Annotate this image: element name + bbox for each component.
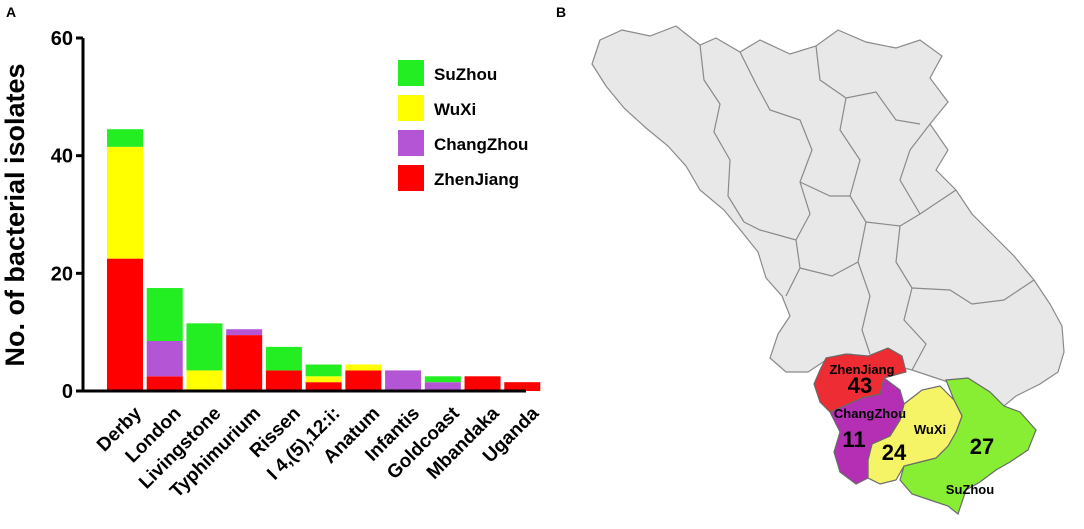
y-tick-label-3: 60	[51, 28, 73, 50]
bar-zhenjiang-9	[464, 376, 501, 391]
map-label-wuxi: WuXi	[914, 422, 946, 437]
bar-suzhou-4	[265, 346, 302, 371]
bar-wuxi-2	[186, 370, 223, 391]
map-border-10	[743, 221, 797, 241]
bar-suzhou-0	[107, 129, 143, 147]
bar-wuxi-5	[305, 376, 342, 383]
map-border-3	[815, 45, 921, 125]
map-label-zhenjiang: ZhenJiang	[829, 362, 894, 377]
legend: SuZhou WuXi ChangZhou ZhenJiang	[398, 60, 528, 191]
map-border-9	[799, 261, 859, 277]
bar-suzhou-5	[305, 364, 342, 377]
legend-label-zhenjiang: ZhenJiang	[434, 170, 519, 189]
legend-label-wuxi: WuXi	[434, 100, 476, 119]
map-border-6	[865, 189, 957, 227]
bar-suzhou-1	[146, 288, 183, 341]
bar-suzhou-2	[186, 323, 223, 371]
bar-zhenjiang-1	[146, 376, 183, 391]
bar-changzhou-1	[146, 340, 183, 377]
bar-changzhou-3	[226, 329, 263, 336]
bar-changzhou-7	[385, 370, 422, 391]
bar-wuxi-0	[107, 146, 143, 259]
legend-swatch-changzhou	[398, 130, 424, 156]
y-tick-label-2: 40	[51, 146, 73, 168]
bar-zhenjiang-10	[504, 382, 541, 391]
legend-swatch-wuxi	[398, 95, 424, 121]
y-ticks-group: 0 20 40 60	[51, 28, 83, 403]
y-tick-label-0: 0	[62, 381, 73, 403]
bar-zhenjiang-5	[305, 382, 342, 391]
panel-label-b: B	[556, 4, 566, 20]
bar-zhenjiang-0	[107, 258, 143, 391]
map-border-11	[899, 123, 931, 215]
x-tick-labels-group: DerbyLondonLivingstoneTyphimuriumRissenI…	[93, 403, 544, 502]
map-border-8	[911, 279, 1035, 305]
stacked-bar-chart: 0 20 40 60 DerbyLondonLivingstoneTyphimuriu…	[0, 28, 544, 502]
map-label-changzhou: ChangZhou	[834, 406, 906, 421]
legend-label-changzhou: ChangZhou	[434, 135, 528, 154]
bar-zhenjiang-6	[345, 370, 382, 391]
map-border-1	[699, 44, 745, 223]
map-border-5	[799, 181, 850, 197]
map-border-7	[895, 225, 927, 371]
map-label-suzhou: SuZhou	[946, 482, 994, 497]
map-count-wuxi: 24	[882, 440, 907, 465]
bar-wuxi-6	[345, 364, 382, 371]
map-province-outline	[591, 25, 1065, 407]
legend-swatch-zhenjiang	[398, 165, 424, 191]
y-tick-label-1: 20	[51, 263, 73, 285]
jiangsu-map	[591, 25, 1065, 516]
bars-group	[107, 129, 541, 391]
bar-zhenjiang-4	[265, 370, 302, 391]
legend-label-suzhou: SuZhou	[434, 65, 497, 84]
y-axis-label: No. of bacterial isolates	[0, 63, 30, 366]
map-count-changzhou: 11	[842, 427, 865, 452]
legend-swatch-suzhou	[398, 60, 424, 86]
map-count-zhenjiang: 43	[848, 373, 872, 398]
bar-zhenjiang-3	[226, 335, 263, 391]
bar-changzhou-8	[424, 382, 461, 391]
map-count-suzhou: 27	[970, 434, 994, 459]
map-region-zhenjiang	[813, 347, 907, 413]
panel-label-a: A	[6, 4, 16, 20]
bar-suzhou-8	[424, 376, 461, 383]
map-border-2	[739, 51, 813, 297]
